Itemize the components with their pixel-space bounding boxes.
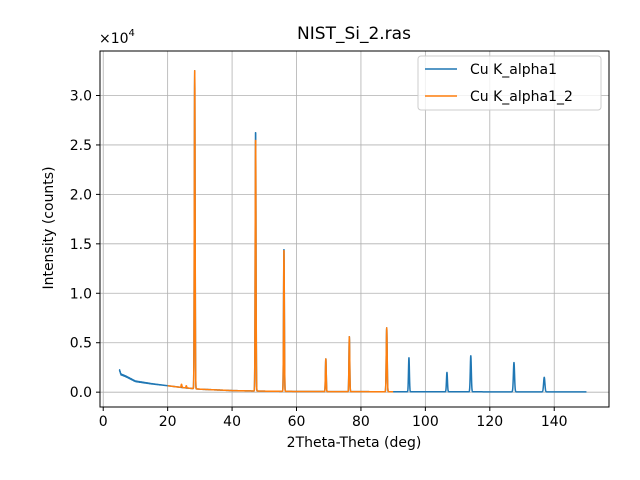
x-tick-label: 140 (541, 414, 568, 430)
y-multiplier-exponent: 4 (129, 28, 135, 39)
y-tick-label: 1.5 (70, 237, 92, 253)
legend-box (417, 55, 602, 111)
y-multiplier: ×104 (99, 28, 135, 47)
y-tick-label: 0.5 (70, 336, 92, 352)
y-axis-label: Intensity (counts) (41, 166, 57, 289)
x-tick-label: 40 (223, 414, 241, 430)
x-tick-label: 20 (159, 414, 177, 430)
x-tick-label: 0 (99, 414, 108, 430)
legend-label-alpha1: Cu K_alpha1 (470, 62, 557, 78)
x-axis-label: 2Theta-Theta (deg) (287, 435, 422, 451)
plot-area (118, 70, 588, 393)
y-tick-label: 2.5 (70, 138, 92, 154)
chart-title: NIST_Si_2.ras (297, 24, 411, 44)
y-tick-label: 2.0 (70, 187, 92, 203)
x-axis-ticks: 0 20 40 60 80 100 120 140 (99, 407, 568, 430)
y-tick-label: 0.0 (70, 385, 92, 401)
x-tick-label: 80 (352, 414, 370, 430)
y-axis-ticks: 0.0 0.5 1.0 1.5 2.0 2.5 3.0 (70, 89, 100, 401)
x-tick-label: 60 (288, 414, 306, 430)
axes-frame (99, 50, 610, 408)
legend-label-alpha1-2: Cu K_alpha1_2 (470, 89, 573, 105)
y-tick-label: 3.0 (70, 89, 92, 105)
x-tick-label: 100 (412, 414, 439, 430)
legend: Cu K_alpha1 Cu K_alpha1_2 (417, 55, 602, 111)
series-line-alpha1-2 (167, 70, 394, 393)
y-tick-label: 1.0 (70, 286, 92, 302)
x-tick-label: 120 (476, 414, 503, 430)
